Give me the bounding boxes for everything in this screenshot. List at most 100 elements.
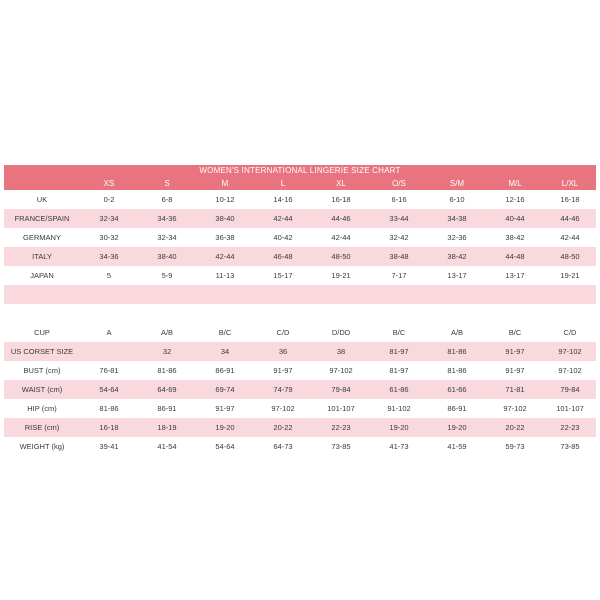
row-label: WAIST (cm) [21,385,63,394]
table-cell: 86-91 [215,366,235,375]
row-label: BUST (cm) [23,366,61,375]
row-label: HIP (cm) [27,404,57,413]
table-cell: 44-48 [505,252,525,261]
table-cell: 64-73 [273,442,293,451]
header-cell: XL [336,178,346,188]
table-cell: 44-46 [560,214,580,223]
table-cell: 18-19 [157,423,177,432]
table-cell: 32-42 [389,233,409,242]
size-chart-table: WOMEN'S INTERNATIONAL LINGERIE SIZE CHAR… [4,165,596,456]
table-cell: 15-17 [273,271,293,280]
table-cell: 19-21 [560,271,580,280]
table-cell: C/D [563,328,577,337]
table-cell: 38-48 [389,252,409,261]
header-cell: M/L [508,178,522,188]
table-cell: D/DD [331,328,351,337]
table-cell: 48-50 [331,252,351,261]
table-cell: 42-44 [331,233,351,242]
table-row: BUST (cm) 76-81 81-86 86-91 91-97 97-102 81-97… [4,361,596,380]
table-cell: 41-59 [447,442,467,451]
table-cell: 38-40 [157,252,177,261]
table-cell: 73-85 [331,442,351,451]
table-row: GERMANY 30-32 32-34 36-38 40-42 42-44 32-42 32-… [4,228,596,247]
table-cell: 39-41 [99,442,119,451]
table-cell: 36 [278,347,288,356]
header-cell: M [221,178,229,188]
table-cell: 19-20 [215,423,235,432]
chart-title: WOMEN'S INTERNATIONAL LINGERIE SIZE CHAR… [4,165,596,176]
table-cell: 91-97 [215,404,235,413]
table-cell: 61-86 [389,385,409,394]
table-cell: B/C [392,328,406,337]
table-cell: 81-97 [389,366,409,375]
table-cell: 19-20 [447,423,467,432]
table-cell: 19-20 [389,423,409,432]
table-cell: 12-16 [505,195,525,204]
section-gap [4,304,596,323]
table-cell: 34 [220,347,230,356]
header-cell: S [164,178,170,188]
table-cell: 97-102 [558,347,582,356]
header-cell: L/XL [561,178,579,188]
header-cell: O/S [392,178,406,188]
row-label: WEIGHT (kg) [19,442,65,451]
table-cell: 5 [106,271,112,280]
table-cell: 69-74 [215,385,235,394]
row-label: GERMANY [23,233,61,242]
header-cell: L [280,178,286,188]
table-cell: 38 [336,347,346,356]
table-cell: 44-46 [331,214,351,223]
row-label: CUP [34,328,50,337]
table-cell: A/B [450,328,464,337]
table-cell: 5-9 [161,271,173,280]
table-row: UK 0-2 6-8 10-12 14-16 16-18 6-16 6-10 12-16 16-1… [4,190,596,209]
table-cell: 81-86 [157,366,177,375]
table-cell: 86-91 [157,404,177,413]
table-row: FRANCE/SPAIN 32-34 34-36 38-40 42-44 44-46 33-… [4,209,596,228]
table-cell: 101-107 [327,404,355,413]
table-cell: 36-38 [215,233,235,242]
row-label: FRANCE/SPAIN [14,214,70,223]
table-cell: 14-16 [273,195,293,204]
table-row: RISE (cm) 16-18 18-19 19-20 20-22 22-23 19-20 1… [4,418,596,437]
table-cell: 6-8 [161,195,173,204]
table-cell: 20-22 [273,423,293,432]
table-cell: 32-34 [157,233,177,242]
table-cell: 97-102 [271,404,295,413]
table-cell: 34-38 [447,214,467,223]
table-cell: 13-17 [505,271,525,280]
table-cell: C/D [276,328,290,337]
table-cell: 81-97 [389,347,409,356]
row-label: JAPAN [30,271,54,280]
table-row: US CORSET SIZE 32 34 36 38 81-97 81-86 91-97 97-… [4,342,596,361]
table-cell: 34-36 [99,252,119,261]
table-cell: 34-36 [157,214,177,223]
table-cell: 16-18 [331,195,351,204]
section-divider [4,285,596,304]
header-cell: S/M [449,178,465,188]
table-cell: 71-81 [505,385,525,394]
table-cell: 74-79 [273,385,293,394]
table-cell: 54-64 [215,442,235,451]
table-cell: 79-84 [560,385,580,394]
table-cell: 19-21 [331,271,351,280]
table-cell: 40-42 [273,233,293,242]
table-cell: 6-10 [449,195,465,204]
table-cell: 30-32 [99,233,119,242]
table-cell: B/C [508,328,522,337]
table-cell: 97-102 [329,366,353,375]
table-cell: 64-69 [157,385,177,394]
table-cell: 42-44 [215,252,235,261]
table-cell: 40-44 [505,214,525,223]
row-label: RISE (cm) [24,423,60,432]
table-row: ITALY 34-36 38-40 42-44 46-48 48-50 38-48 38-42… [4,247,596,266]
table-cell: 6-16 [391,195,407,204]
table-cell: 79-84 [331,385,351,394]
table-cell: 97-102 [558,366,582,375]
table-cell: 48-50 [560,252,580,261]
table-cell: 16-18 [99,423,119,432]
row-label: US CORSET SIZE [10,347,74,356]
table-cell: 0-2 [103,195,115,204]
table-cell: 38-40 [215,214,235,223]
table-cell: 32 [162,347,172,356]
